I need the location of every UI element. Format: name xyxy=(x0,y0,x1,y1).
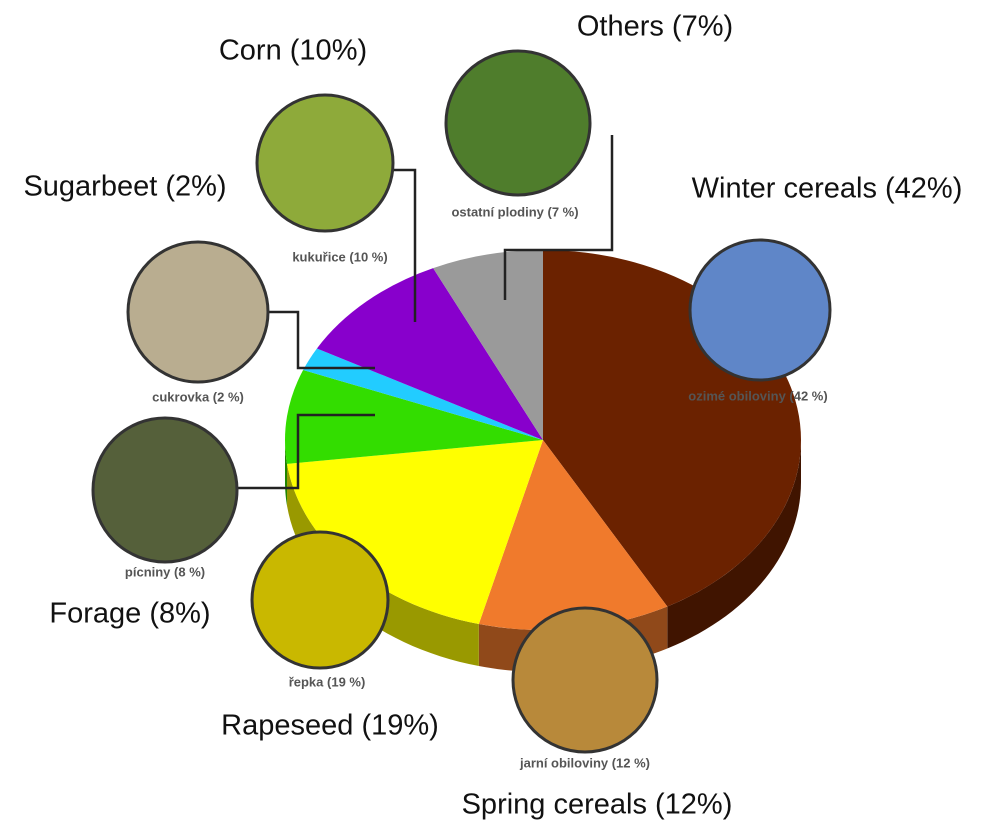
chart: Winter cereals (42%) ozimé obiloviny (42 … xyxy=(0,0,983,828)
category-label: Others (7%) xyxy=(577,11,733,43)
photo xyxy=(252,532,388,668)
photo xyxy=(513,608,657,752)
category-label: Sugarbeet (2%) xyxy=(23,171,226,203)
sub-label: jarní obiloviny (12 %) xyxy=(519,755,650,770)
photo xyxy=(446,51,590,195)
sub-label: ostatní plodiny (7 %) xyxy=(451,204,578,219)
photo xyxy=(93,418,237,562)
category-label: Corn (10%) xyxy=(219,35,367,67)
category-label: Forage (8%) xyxy=(49,598,210,630)
sub-label: ozimé obiloviny (42 %) xyxy=(688,388,827,403)
sub-label: pícniny (8 %) xyxy=(125,564,205,579)
category-label: Rapeseed (19%) xyxy=(221,710,439,742)
category-label: Winter cereals (42%) xyxy=(692,173,963,205)
photo xyxy=(128,242,268,382)
category-label: Spring cereals (12%) xyxy=(462,789,733,821)
sub-label: kukuřice (10 %) xyxy=(292,249,387,264)
sub-label: řepka (19 %) xyxy=(289,674,366,689)
photo xyxy=(690,240,830,380)
photo xyxy=(257,95,393,231)
sub-label: cukrovka (2 %) xyxy=(152,389,244,404)
